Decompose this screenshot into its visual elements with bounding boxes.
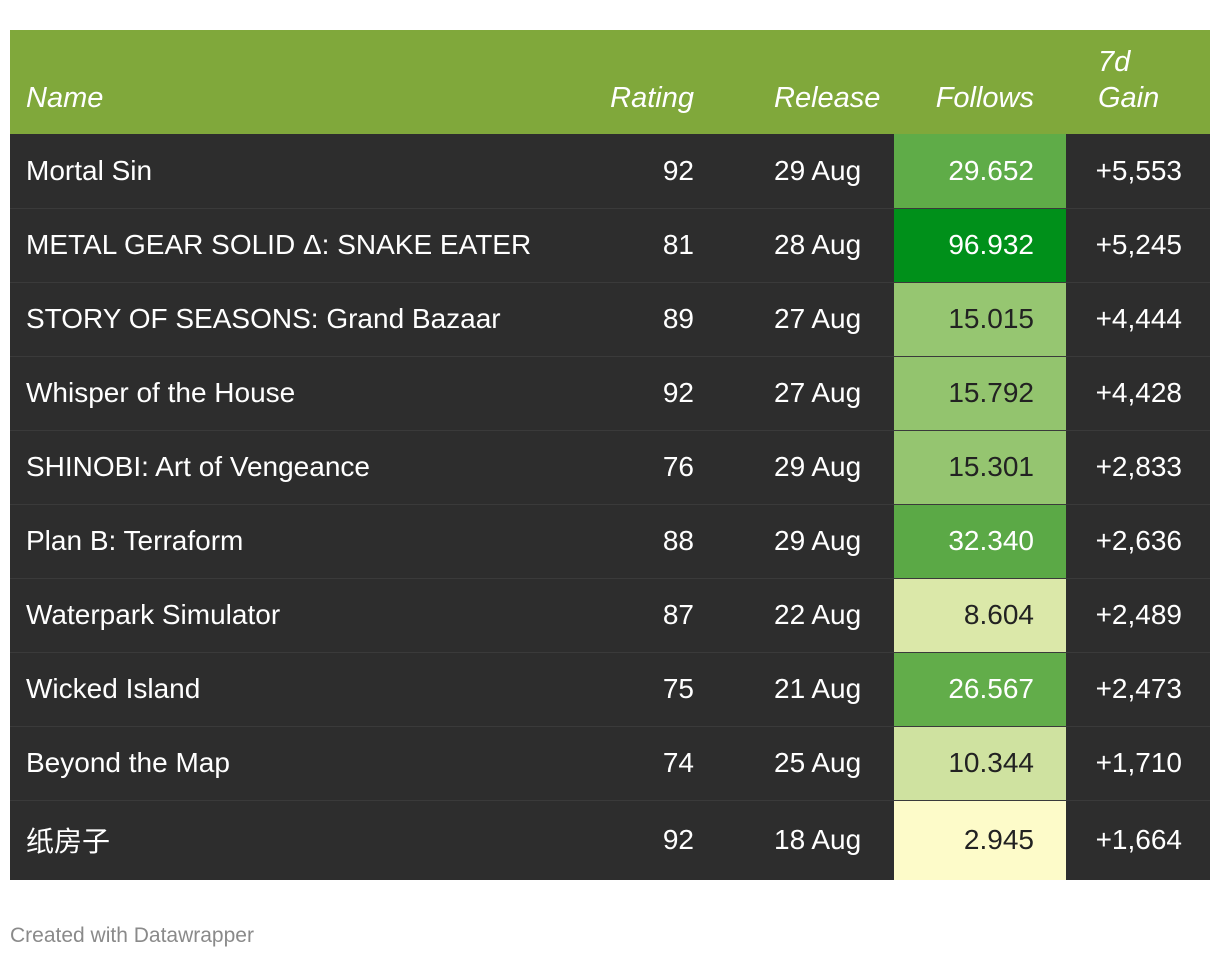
cell-rating: 92 [662,377,694,408]
table-header: Name Rating Release Follows 7d Gain [10,30,1210,134]
footer-credit: Created with Datawrapper [10,924,254,947]
cell-7d-gain: +5,245 [1095,229,1182,260]
cell-name: Wicked Island [26,673,201,704]
table-row: Beyond the Map 74 25 Aug 10.344 +1,710 [10,726,1210,800]
cell-release: 28 Aug [774,229,862,260]
cell-follows: 8.604 [894,578,1066,652]
table-row: Plan B: Terraform 88 29 Aug 32.340 +2,636 [10,504,1210,578]
cell-rating: 74 [662,747,694,778]
header-7d-gain[interactable]: 7d Gain [1098,46,1160,114]
cell-follows: 10.344 [894,726,1066,800]
cell-release: 29 Aug [774,525,862,556]
cell-name: Waterpark Simulator [26,599,281,630]
cell-follows: 2.945 [894,800,1066,880]
header-rating[interactable]: Rating [610,82,694,114]
cell-name: 纸房子 [26,826,111,858]
cell-rating: 92 [662,154,694,186]
cell-follows: 15.792 [894,356,1066,430]
cell-7d-gain: +2,833 [1095,451,1182,482]
cell-follows: 15.301 [894,430,1066,504]
table-row: Whisper of the House 92 27 Aug 15.792 +4,428 [10,356,1210,430]
cell-rating: 88 [662,525,694,556]
cell-rating: 76 [662,451,694,482]
header-name[interactable]: Name [26,82,104,114]
table-row: Wicked Island 75 21 Aug 26.567 +2,473 [10,652,1210,726]
cell-rating: 87 [662,599,694,630]
cell-release: 22 Aug [774,599,862,630]
cell-name: Beyond the Map [26,747,230,778]
header-follows[interactable]: Follows [935,82,1034,114]
cell-rating: 81 [662,229,694,260]
cell-release: 27 Aug [774,377,862,408]
cell-release: 29 Aug [774,451,862,482]
cell-rating: 92 [662,824,694,856]
table-row: STORY OF SEASONS: Grand Bazaar 89 27 Aug 15… [10,282,1210,356]
table-row: SHINOBI: Art of Vengeance 76 29 Aug 15.301 +… [10,430,1210,504]
cell-follows: 15.015 [894,282,1066,356]
cell-7d-gain: +2,636 [1095,525,1182,556]
cell-7d-gain: +1,710 [1095,747,1182,778]
cell-release: 27 Aug [774,303,862,334]
cell-follows: 32.340 [894,504,1066,578]
cell-name: Mortal Sin [26,154,153,186]
cell-release: 18 Aug [774,824,862,856]
table-row: 纸房子 92 18 Aug 2.945 +1,664 [10,800,1210,880]
cell-rating: 75 [662,673,694,704]
header-release[interactable]: Release [774,82,881,114]
cell-7d-gain: +2,489 [1095,599,1182,630]
data-table: Name Rating Release Follows 7d Gain Mort… [10,30,1210,880]
cell-rating: 89 [662,303,694,334]
cell-release: 29 Aug [774,154,862,186]
cell-follows: 29.652 [894,134,1066,208]
cell-follows: 96.932 [894,208,1066,282]
table-row: Waterpark Simulator 87 22 Aug 8.604 +2,489 [10,578,1210,652]
cell-name: STORY OF SEASONS: Grand Bazaar [26,303,501,334]
data-table-container: Name Rating Release Follows 7d Gain Mort… [10,30,1210,880]
cell-7d-gain: +4,444 [1095,303,1182,334]
header-row: Name Rating Release Follows 7d Gain [10,30,1210,134]
cell-7d-gain: +5,553 [1095,154,1182,186]
cell-name: METAL GEAR SOLID Δ: SNAKE EATER [26,229,530,260]
cell-name: Whisper of the House [26,377,296,408]
table-body: Mortal Sin 92 29 Aug 29.652 +5,553 METAL GEAR… [10,134,1210,880]
table-row: METAL GEAR SOLID Δ: SNAKE EATER 81 28 Aug 9… [10,208,1210,282]
cell-follows: 26.567 [894,652,1066,726]
cell-7d-gain: +4,428 [1095,377,1182,408]
cell-7d-gain: +2,473 [1095,673,1182,704]
cell-release: 21 Aug [774,673,862,704]
table-row: Mortal Sin 92 29 Aug 29.652 +5,553 [10,134,1210,208]
cell-release: 25 Aug [774,747,862,778]
cell-name: SHINOBI: Art of Vengeance [26,451,370,482]
cell-7d-gain: +1,664 [1095,824,1182,856]
cell-name: Plan B: Terraform [26,525,244,556]
